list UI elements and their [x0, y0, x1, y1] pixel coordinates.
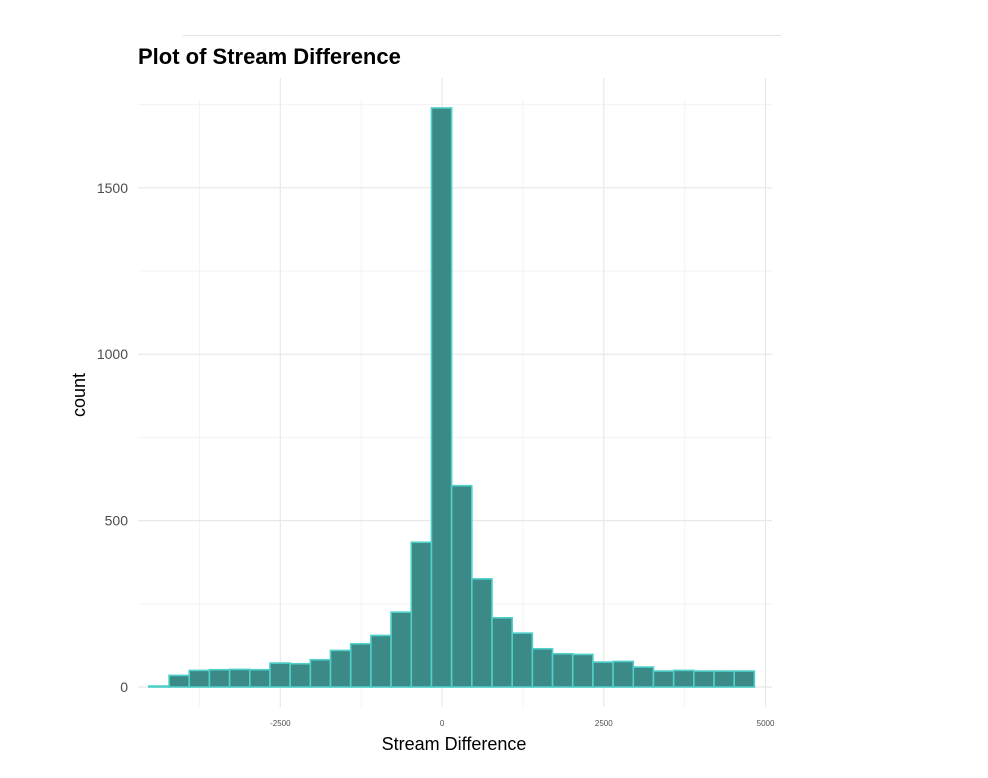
histogram-bar: [248, 668, 271, 688]
histogram-bars: [148, 107, 756, 688]
histogram-bar: [672, 669, 695, 688]
histogram-bar: [148, 685, 170, 688]
histogram-bar: [289, 662, 312, 688]
histogram-bar: [713, 670, 736, 688]
y-axis-title: count: [69, 373, 89, 417]
y-tick-label: 1000: [97, 346, 128, 362]
chart-title: Plot of Stream Difference: [138, 44, 401, 69]
histogram-bar: [632, 666, 655, 688]
histogram-bar: [269, 662, 291, 688]
x-tick-label: 5000: [757, 719, 775, 728]
x-axis-title: Stream Difference: [382, 734, 527, 754]
histogram-bar: [168, 674, 191, 688]
histogram-bar: [450, 484, 473, 688]
histogram-bar: [309, 658, 332, 688]
histogram-bar: [551, 652, 574, 688]
histogram-bar: [571, 653, 594, 688]
histogram-bar: [329, 649, 352, 688]
histogram-bar: [188, 669, 211, 688]
histogram-bar: [491, 617, 513, 688]
histogram-bar: [511, 632, 534, 688]
histogram-bar: [370, 634, 392, 688]
histogram-bar: [531, 647, 554, 688]
histogram-bar: [430, 107, 453, 688]
histogram-bar: [471, 578, 493, 688]
x-tick-label: -2500: [270, 719, 291, 728]
histogram-bar: [612, 660, 635, 688]
y-tick-label: 0: [120, 679, 128, 695]
x-tick-label: 0: [440, 719, 445, 728]
y-tick-label: 500: [105, 513, 129, 529]
histogram-bar: [208, 668, 231, 688]
top-divider: [183, 35, 781, 36]
x-tick-label: 2500: [595, 719, 613, 728]
histogram-bar: [349, 642, 372, 688]
histogram-bar: [733, 670, 756, 688]
y-tick-label: 1500: [97, 180, 128, 196]
histogram-bar: [652, 670, 675, 688]
histogram-bar: [592, 661, 614, 688]
histogram-bar: [410, 541, 433, 688]
tick-labels: 0 500 1000 1500 -2500 0 2500 5000: [97, 180, 775, 728]
histogram-bar: [228, 668, 251, 688]
histogram-bar: [693, 670, 715, 688]
histogram-bar: [390, 611, 413, 688]
